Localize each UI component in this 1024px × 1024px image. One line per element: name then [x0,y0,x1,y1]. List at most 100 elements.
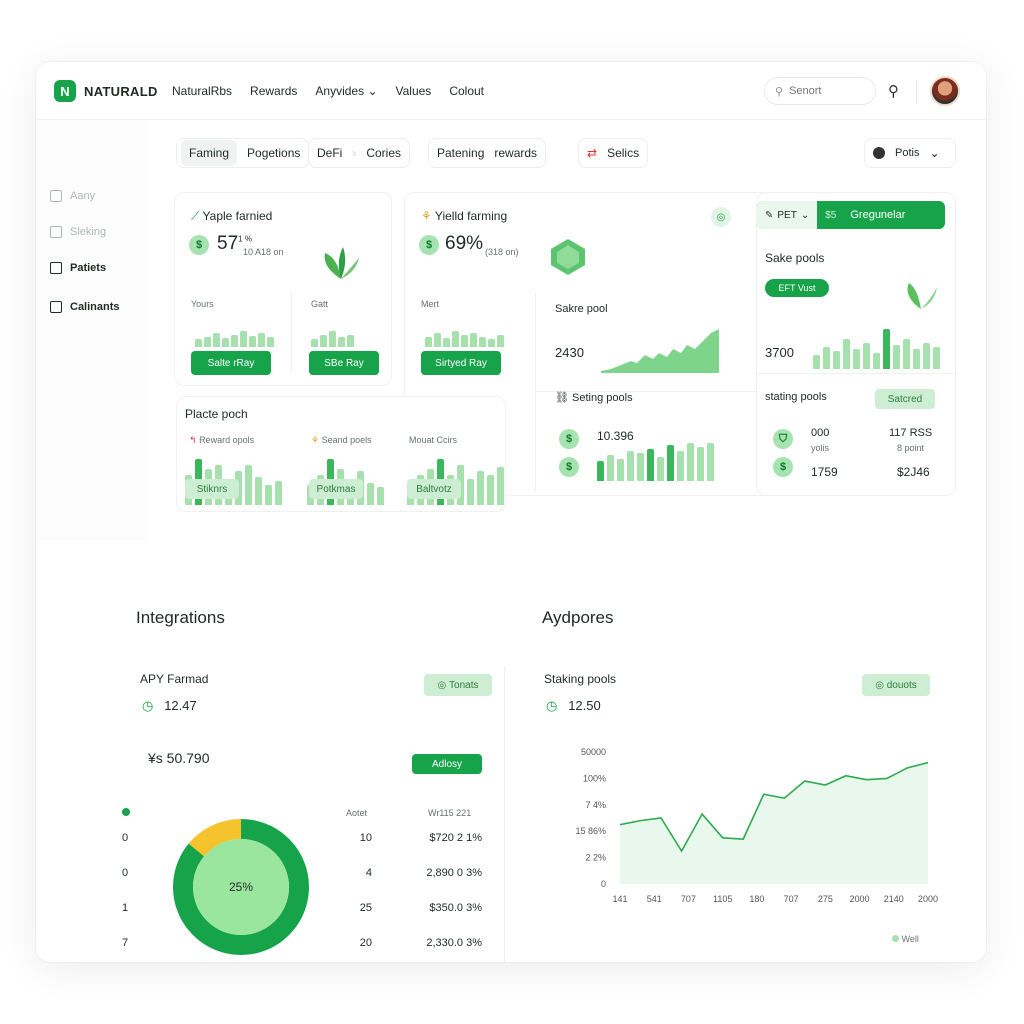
nav-item[interactable]: Colout [449,84,484,98]
filter-chip[interactable]: ⇄ Selics [578,138,649,168]
nav-item[interactable]: NaturalRbs [172,84,233,98]
card-title-text: Yaple farnied [202,209,273,223]
settings-icon[interactable]: ◎ [711,207,731,227]
tag-button-label: Tonats [449,679,479,691]
donut-center [193,839,289,935]
filter-chip[interactable]: Patening [437,146,485,160]
card-value: 571 % [217,233,252,255]
column-label: ⚘ Seand poels [311,435,372,446]
bar [913,349,920,369]
bar [443,338,450,347]
bar [477,471,484,505]
staking-title-text: Seting pools [572,392,633,404]
chart-legend: Well [892,934,919,944]
bar [338,337,345,347]
filter-group: Patening rewards [428,138,547,168]
nav-item[interactable]: Rewards [250,84,298,98]
sidebar-item-label: Aany [70,190,96,202]
divider [916,80,917,104]
clock-icon: ◷ [142,698,154,713]
mini-bar-chart [425,331,504,347]
pool-button[interactable]: Baltvotz [407,479,461,499]
panel-value-text: 12.47 [164,698,197,713]
coin-icon: $ [419,235,439,255]
table-cell: 20 [359,937,372,949]
avatar[interactable] [930,76,960,106]
grid-icon [50,190,62,202]
tag-button-label: douots [886,679,917,691]
donut-center-label: 25% [229,880,253,894]
filter-chip[interactable]: DeFi [317,146,343,160]
y-tick-label: 50000 [581,747,606,757]
table-cell-index: 0 [122,867,129,879]
x-tick-label: 2000 [918,894,938,904]
search-button-icon[interactable]: ⚲ [888,83,899,100]
bar [367,483,374,505]
sidebar-item[interactable]: Aany [50,190,95,202]
bar [470,333,477,347]
bar [637,453,644,481]
sidebar-item[interactable]: Calinants [50,301,120,313]
token-select[interactable]: ✎ PET ⌄ [757,201,818,229]
action-button[interactable]: Salte rRay [191,351,271,375]
bar [903,339,910,369]
tag-button[interactable]: ◎ Tonats [424,674,492,696]
divider [535,391,783,392]
bar [258,333,265,347]
pool-pill[interactable]: EFT Vust [765,279,829,297]
logo-mark-icon: N [54,80,76,102]
gear-icon: ◎ [875,679,884,691]
bar [597,461,604,481]
bar [657,457,664,481]
staking-cell: 000 [811,427,830,439]
sprout-icon: ⚘ [421,209,432,223]
column-header: Wr115 221 [428,808,472,818]
action-button[interactable]: Sirtyed Ray [421,351,501,375]
bar [425,337,432,347]
column-label: Mert [421,299,439,309]
sidebar-item-active[interactable]: Patiets [50,262,106,274]
search-box[interactable]: ⚲ [764,77,876,105]
chevron-right-icon: › [352,146,357,160]
column-header: Aotet [346,808,368,818]
chevron-down-icon: ⌄ [929,146,940,160]
filter-chip[interactable]: Pogetions [247,146,301,160]
filter-chip-active[interactable]: Faming [181,140,238,166]
filter-chip[interactable]: Cories [366,146,402,160]
select-dropdown[interactable]: Potis ⌄ [864,138,956,168]
bar [813,355,820,369]
nav-item-dropdown[interactable]: Anyvides ⌄ [315,84,377,98]
tag-button[interactable]: ◎ douots [862,674,930,696]
staking-button[interactable]: Satcred [875,389,935,409]
series-line [619,761,929,853]
pool-button[interactable]: Potkmas [309,479,363,499]
donut-slice [188,819,241,857]
brand-name: NATURALD [84,83,158,99]
card-place-pool: Placte poch ↰ Reward opols ⚘ Seand poels… [176,396,506,512]
staking-cell: 117 RSS [889,427,933,439]
divider [504,666,505,962]
bar [607,455,614,481]
bar [823,347,830,369]
filter-chip[interactable]: rewards [494,146,538,160]
bar [647,449,654,481]
mini-bar-chart [195,331,274,347]
staking-value: 10.396 [597,429,634,443]
action-button[interactable]: SBe Ray [309,351,379,375]
logo[interactable]: N NATURALD [54,80,158,102]
column-label-text: Seand poels [321,435,372,445]
search-input[interactable] [789,85,860,97]
sidebar-item[interactable]: Sleking [50,226,106,238]
card-yield-farmed: ⟋ Yaple farnied $ 571 % 10 A18 on Yours … [174,192,392,386]
card-subvalue: 10 A18 on [243,247,284,257]
box-icon [50,262,62,274]
pool-action-button[interactable]: Gregunelar [850,209,906,221]
sprout-icon: ⚘ [311,435,320,445]
bar [853,349,860,369]
nav-item[interactable]: Values [395,84,432,98]
bar [311,339,318,347]
bar [883,329,890,369]
bar [231,335,238,347]
pool-button[interactable]: Stiknrs [185,479,239,499]
apply-button[interactable]: Adlosy [412,754,482,774]
